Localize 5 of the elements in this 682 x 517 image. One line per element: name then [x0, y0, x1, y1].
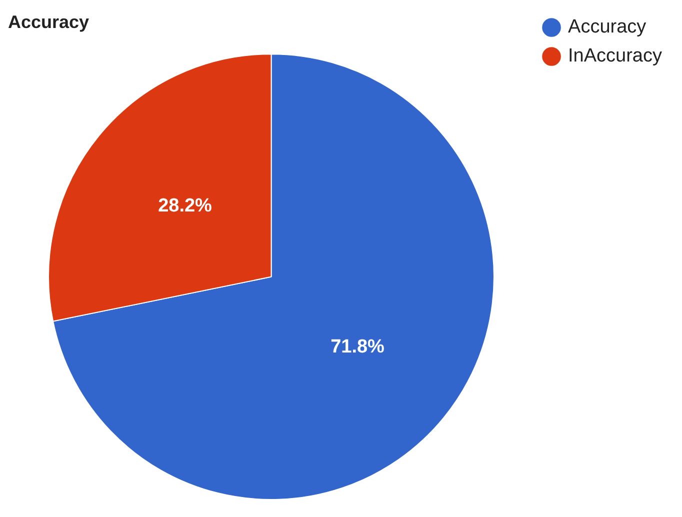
legend-label: Accuracy — [568, 16, 647, 38]
data-label: 28.2% — [158, 196, 212, 217]
legend-label: InAccuracy — [568, 46, 662, 67]
data-label: 71.8% — [330, 336, 385, 358]
chart-title: Accuracy — [8, 12, 90, 32]
